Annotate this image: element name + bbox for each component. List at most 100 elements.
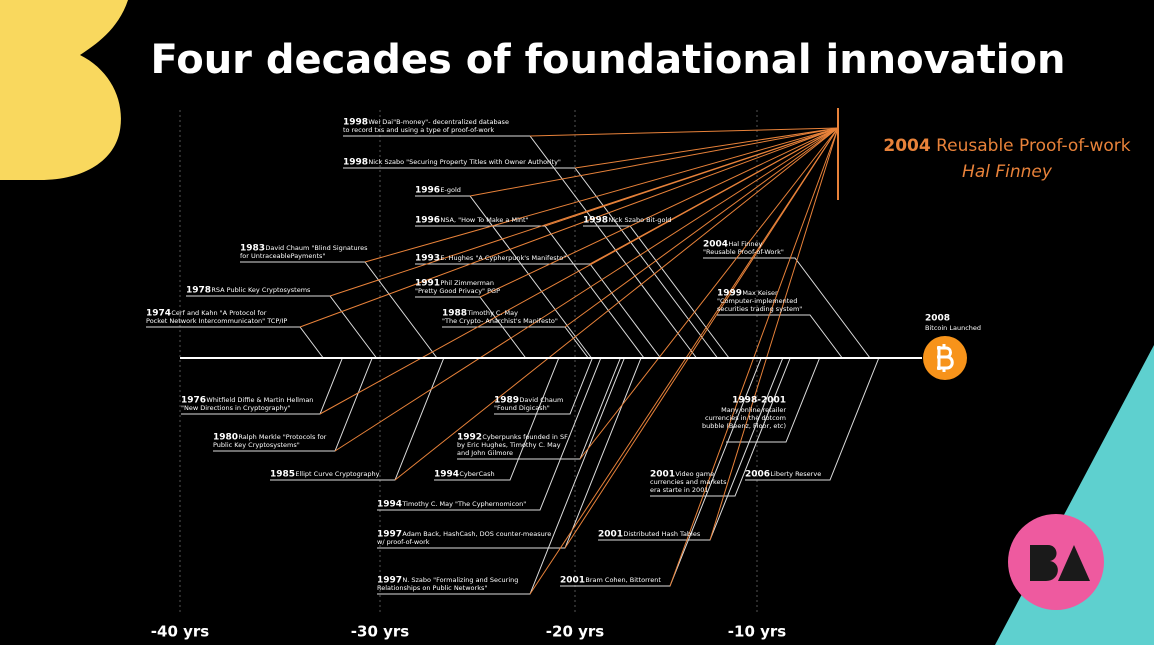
event-text: currencies in the dotcom [705,414,786,422]
event-text: Public Key Cryptosystems" [213,441,300,449]
event-connector [745,357,880,481]
event-connector [717,314,843,359]
event-text: Timothy C. May "The Cyphernomicon" [401,500,526,508]
highlight-ray [329,127,839,297]
event-year: 1985 [270,470,295,480]
event-year: 1980 [213,433,238,443]
event-text: NSA, "How To Make a Mint" [440,216,528,224]
bitcoin-icon [937,344,954,372]
event-connector [434,357,560,481]
event-year: 1996 [415,186,440,196]
highlight-ray [394,127,839,481]
event-connector [377,357,602,511]
logo-mark [1030,545,1090,581]
event-year: 1983 [240,244,265,254]
connectors [146,135,880,595]
event-text: "Reusable Proof-of-Work" [703,248,784,256]
highlight-year: 2004 [883,136,930,156]
event-text: CyberCash [459,470,494,478]
event-text: N. Szabo "Formalizing and Securing [402,576,518,584]
event-year: 2001 [598,530,623,540]
event-year: 1993 [415,254,440,264]
event-text: "Computer-implemented [717,297,797,305]
event-text: "Found Digicash" [494,404,550,412]
event-year: 1976 [181,396,206,406]
highlight-text: Reusable Proof-of-work [936,136,1131,156]
event-text: Whitfield Diffie & Martin Hellman [206,396,313,404]
event-year: 1998 [343,158,368,168]
event-year: 1998 [343,118,368,128]
highlight-ray [564,127,839,328]
event-text: era starte in 2001 [650,486,708,494]
event-year: 1997 [377,576,402,586]
event-text: E. Hughes "A Cypherpunk's Manifesto" [440,254,566,262]
event-text: "The Crypto- Anarchist's Manifesto" [442,317,558,325]
highlight-ray [334,127,839,452]
event-year: 1994 [434,470,459,480]
highlight-rays [299,127,839,595]
axis: -40 yrs -30 yrs -20 yrs -10 yrs [151,110,786,641]
event-year: 1974 [146,309,171,319]
event-text: RSA Public Key Cryptosystems [211,286,311,294]
event-text: and John Gilmore [457,449,513,457]
event-text: Adam Back, HashCash, DOS counter-measure [402,530,551,538]
axis-label: -40 yrs [151,623,209,641]
event-text: Relationships on Public Networks" [377,584,487,592]
event-text: bubble (Beenz, Floor, etc) [702,422,786,430]
highlight-ray [529,127,839,595]
highlight-ray [564,127,839,549]
highlight-ray [469,127,839,197]
event-text: Max Keiser [742,289,778,297]
event-year: 1994 [377,500,402,510]
event-text: Ellipt Curve Cryptography [295,470,379,478]
highlight-person: Hal Finney [962,162,1053,182]
event-year: 1999 [717,289,742,299]
event-text: Bram Cohen, Bittorrent [585,576,661,584]
highlight-ray [529,127,839,137]
event-text: Liberty Reserve [770,470,821,478]
event-year: 1998 [583,216,608,226]
event-text: Phil Zimmerman [440,279,494,287]
event-year: 2006 [745,470,770,480]
event-labels: 1998 Wei Dai"B-money"- decentralized data… [146,118,821,593]
event-text: "Pretty Good Privacy" PGP [415,287,500,295]
event-connector [494,357,593,415]
highlight-label: 2004 Reusable Proof-of-work [883,136,1130,156]
event-text: E-gold [440,186,461,194]
event-text: currencies and markets [650,478,727,486]
event-year: 1997 [377,530,402,540]
title: Four decades of foundational innovation [151,37,1066,83]
highlight-ray [574,127,839,169]
event-connector [703,257,871,359]
event-connector [650,357,791,497]
event-year: 2001 [650,470,675,480]
event-year: 1991 [415,279,440,289]
event-text: Video game [675,470,714,478]
event-text: "New Directions in Cryptography" [181,404,291,412]
axis-label: -20 yrs [546,623,604,641]
event-text: Pocket Network Intercommunicaton" TCP/IP [146,317,287,325]
end-year: 2008 [925,314,950,324]
event-year: 2001 [560,576,585,586]
event-text: Nick Szabo Bit-gold [608,216,671,224]
highlight-ray [479,127,839,298]
highlight-ray [299,127,839,328]
logo-circle [1008,514,1104,610]
end-text: Bitcoin Launched [925,324,981,332]
event-text: Cyberpunks founded in SF [482,433,568,441]
highlight-ray [364,127,839,263]
highlight-ray [709,127,839,541]
event-year: 1978 [186,286,211,296]
event-text: Ralph Merkle "Protocols for [238,433,326,441]
event-text: w/ proof-of-work [377,538,430,546]
axis-label: -10 yrs [728,623,786,641]
event-connector [726,357,821,443]
event-year: 1992 [457,433,482,443]
event-year: 1989 [494,396,519,406]
event-year: 2004 [703,240,728,250]
event-year: 1996 [415,216,440,226]
event-text: securities trading system" [717,305,802,313]
event-text: Hal Finney [728,240,762,248]
event-text: Cerf and Kahn "A Protocol for [171,309,266,317]
